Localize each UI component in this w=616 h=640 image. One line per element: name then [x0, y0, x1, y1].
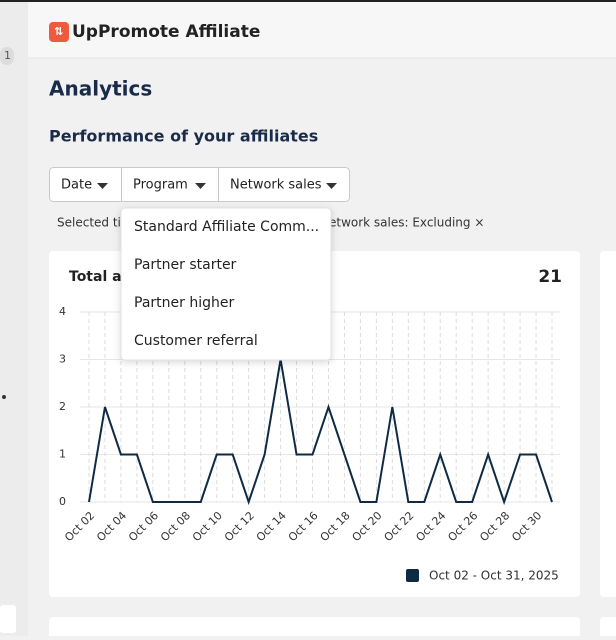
chart-total: 21: [538, 267, 562, 287]
applied-filter[interactable]: Selected ti: [57, 216, 121, 230]
sidebar: [0, 0, 28, 636]
legend-swatch: [406, 569, 419, 582]
logo: [49, 22, 69, 42]
next-card: [600, 617, 616, 640]
dropdown-item[interactable]: Partner starter: [134, 257, 237, 273]
y-tick-label: 1: [59, 448, 66, 461]
y-tick-label: 0: [59, 495, 66, 508]
caret: [326, 183, 337, 189]
y-tick-label: 2: [59, 400, 66, 413]
side-card: [600, 251, 616, 597]
dropdown-item[interactable]: Standard Affiliate Comm...: [134, 219, 319, 235]
y-tick-label: 4: [59, 305, 66, 318]
sidebar-badge-bg: [0, 47, 14, 65]
sidebar-box: [0, 605, 16, 633]
filter-button[interactable]: Program: [133, 178, 188, 193]
dropdown: Standard Affiliate Comm... Partner starte…: [120, 207, 332, 361]
legend-label: Oct 02 - Oct 31, 2025: [429, 569, 559, 583]
caret: [195, 183, 206, 189]
filter-button[interactable]: Date: [61, 178, 92, 193]
caret: [97, 183, 108, 189]
logo-glyph: ⇅: [54, 25, 63, 38]
section-title: Performance of your affiliates: [49, 127, 318, 146]
next-card: [49, 617, 580, 640]
dropdown-item[interactable]: Customer referral: [134, 333, 258, 349]
y-tick-label: 3: [59, 353, 66, 366]
sidebar-dot: [2, 395, 6, 399]
applied-filter[interactable]: Network sales: Excluding ×: [320, 216, 484, 230]
top-bar: [28, 0, 616, 58]
sidebar-badge: 1: [4, 49, 11, 62]
brand: UpPromote Affiliate: [72, 22, 260, 42]
series-line: [88, 359, 553, 506]
top-edge: [0, 0, 616, 2]
filter-bar: Date Program Network sales: [49, 167, 350, 202]
dropdown-item[interactable]: Partner higher: [134, 295, 234, 311]
dropdown-panel: [120, 207, 332, 361]
filter-button[interactable]: Network sales: [230, 178, 322, 193]
page-title: Analytics: [49, 77, 152, 101]
